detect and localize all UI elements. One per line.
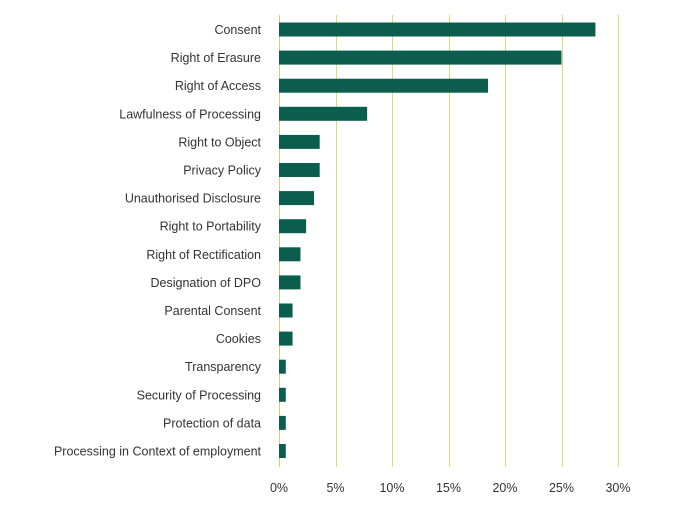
category-label-transparency: Transparency bbox=[185, 360, 262, 374]
bar-security-of-processing bbox=[279, 387, 286, 402]
bar-consent bbox=[279, 22, 596, 37]
tick-label-30: 30% bbox=[605, 481, 630, 495]
category-label-right-to-object: Right to Object bbox=[178, 135, 261, 149]
category-label-right-of-erasure: Right of Erasure bbox=[171, 51, 261, 65]
category-label-designation-of-dpo: Designation of DPO bbox=[151, 276, 262, 290]
category-label-consent: Consent bbox=[214, 23, 261, 37]
category-label-right-of-rectification: Right of Rectification bbox=[146, 248, 261, 262]
bar-cookies bbox=[279, 331, 293, 346]
tick-label-25: 25% bbox=[549, 481, 574, 495]
tick-label-20: 20% bbox=[492, 481, 517, 495]
bar-designation-of-dpo bbox=[279, 275, 301, 290]
category-label-cookies: Cookies bbox=[216, 332, 261, 346]
category-label-unauthorised-disclosure: Unauthorised Disclosure bbox=[125, 192, 261, 206]
bar-protection-of-data bbox=[279, 415, 286, 430]
bar-transparency bbox=[279, 359, 286, 374]
bar-right-to-object bbox=[279, 134, 320, 149]
category-label-processing-in-context-of-employment: Processing in Context of employment bbox=[54, 445, 262, 459]
category-label-privacy-policy: Privacy Policy bbox=[183, 164, 262, 178]
tick-label-5: 5% bbox=[326, 481, 344, 495]
x-axis-tick-labels: 0% 5% 10% 15% 20% 25% 30% bbox=[270, 481, 631, 495]
category-label-lawfulness-of-processing: Lawfulness of Processing bbox=[119, 107, 261, 121]
bar-parental-consent bbox=[279, 303, 293, 318]
category-labels: Consent Right of Erasure Right of Access La… bbox=[54, 23, 262, 459]
bar-right-of-access bbox=[279, 78, 489, 93]
bar-lawfulness-of-processing bbox=[279, 106, 368, 121]
bar-right-of-erasure bbox=[279, 50, 562, 65]
bar-processing-in-context-of-employment bbox=[279, 444, 286, 458]
category-label-security-of-processing: Security of Processing bbox=[137, 388, 261, 402]
bar-right-of-rectification bbox=[279, 247, 301, 262]
tick-label-15: 15% bbox=[436, 481, 461, 495]
category-label-right-to-portability: Right to Portability bbox=[160, 220, 262, 234]
tick-label-10: 10% bbox=[379, 481, 404, 495]
bar-right-to-portability bbox=[279, 219, 307, 234]
bars bbox=[279, 22, 596, 458]
bar-unauthorised-disclosure bbox=[279, 191, 315, 206]
bar-privacy-policy bbox=[279, 163, 320, 177]
tick-label-0: 0% bbox=[270, 481, 288, 495]
category-label-right-of-access: Right of Access bbox=[175, 79, 261, 93]
category-label-protection-of-data: Protection of data bbox=[163, 416, 261, 430]
category-label-parental-consent: Parental Consent bbox=[164, 304, 261, 318]
